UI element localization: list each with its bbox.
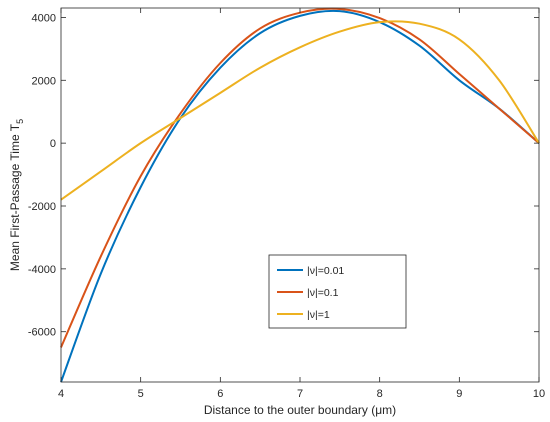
y-tick-label: -6000 <box>28 327 56 339</box>
y-axis-label-main: Mean First-Passage Time T <box>8 123 22 271</box>
legend-label-1: |ν|=0.01 <box>307 265 344 277</box>
y-tick-label: -4000 <box>28 264 56 276</box>
x-axis-label: Distance to the outer boundary (μm) <box>204 403 396 417</box>
y-axis-label-subscript: 5 <box>15 119 25 124</box>
x-tick-label: 10 <box>533 388 545 400</box>
x-tick-label: 6 <box>217 388 223 400</box>
y-tick-label: -2000 <box>28 201 56 213</box>
x-axis: 4 5 6 7 8 9 10 <box>58 8 545 400</box>
series-layer <box>60 7 540 383</box>
legend: |ν|=0.01 |ν|=0.1 |ν|=1 <box>268 254 407 329</box>
y-tick-label: 0 <box>50 138 56 150</box>
series-line-3 <box>60 20 540 201</box>
series-line-2 <box>60 7 540 348</box>
x-tick-label: 7 <box>297 388 303 400</box>
x-tick-label: 9 <box>456 388 462 400</box>
x-tick-label: 8 <box>377 388 383 400</box>
x-tick-label: 5 <box>138 388 144 400</box>
y-tick-label: 4000 <box>32 12 56 24</box>
y-tick-label: 2000 <box>32 75 56 87</box>
y-axis: -6000 -4000 -2000 0 2000 4000 <box>28 12 539 339</box>
legend-label-3: |ν|=1 <box>307 309 330 321</box>
legend-label-2: |ν|=0.1 <box>307 287 339 299</box>
x-tick-label: 4 <box>58 388 64 400</box>
series-line-1 <box>60 9 540 383</box>
y-axis-label: Mean First-Passage Time T5 <box>8 119 25 271</box>
